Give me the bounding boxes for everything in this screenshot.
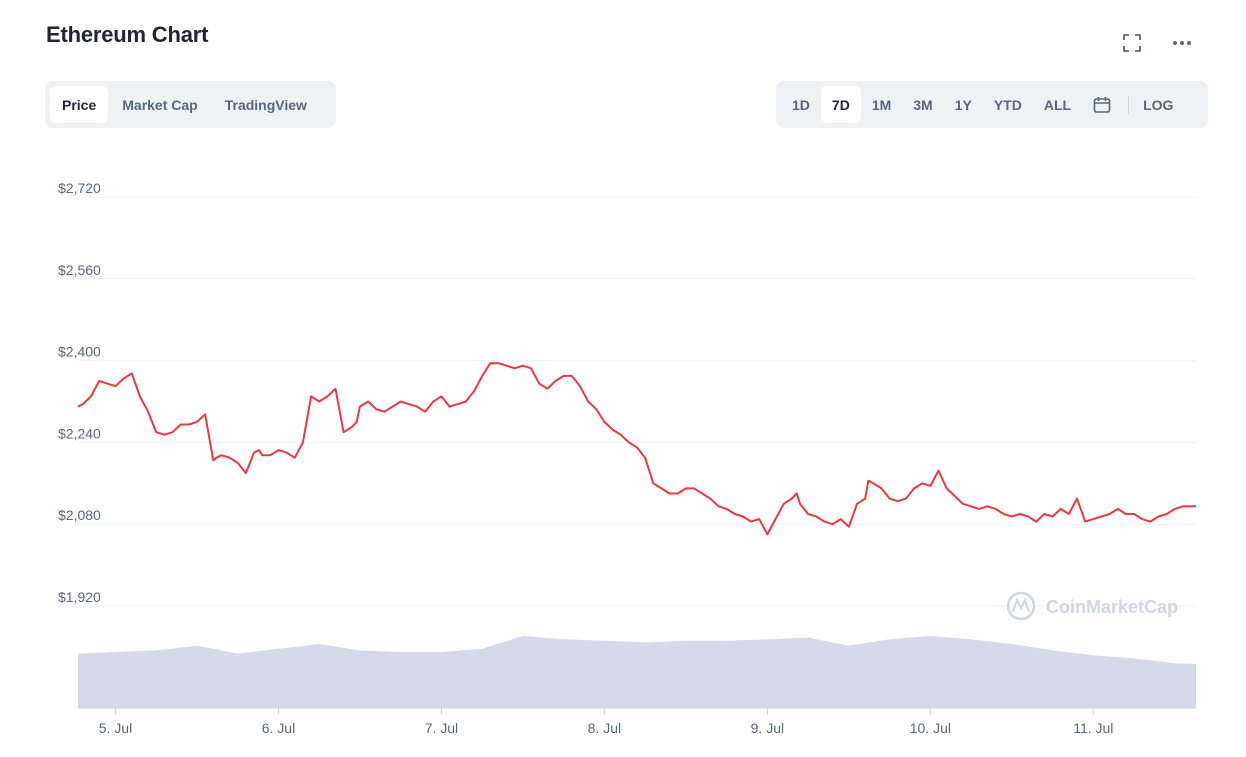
range-ytd[interactable]: YTD	[993, 96, 1022, 113]
expand-icon[interactable]	[1121, 32, 1143, 54]
expand-icon-glyph	[1123, 34, 1141, 52]
range-3m[interactable]: 3M	[913, 96, 933, 113]
x-tick-label: 11. Jul	[1073, 720, 1113, 736]
volume-area-layer	[78, 636, 1196, 708]
calendar-icon-glyph	[1093, 96, 1111, 113]
y-tick-label: $2,240	[58, 425, 101, 441]
log-toggle[interactable]: LOG	[1143, 96, 1174, 113]
page-title: Ethereum Chart	[46, 22, 209, 47]
range-7d[interactable]: 7D	[820, 86, 861, 123]
price-line-layer	[77, 362, 1196, 536]
range-1m[interactable]: 1M	[871, 96, 892, 113]
range-divider	[1128, 95, 1130, 114]
tab-tradingview[interactable]: TradingView	[224, 96, 307, 113]
y-tick-label: $1,920	[58, 589, 101, 605]
price-line	[77, 362, 1196, 536]
volume-area	[78, 636, 1196, 708]
view-tabs: Price Market Cap TradingView	[45, 81, 336, 128]
y-tick-label: $2,080	[58, 507, 101, 523]
y-tick-label: $2,400	[58, 344, 101, 360]
coinmarketcap-logo-icon	[1006, 591, 1036, 621]
tab-market-cap[interactable]: Market Cap	[122, 96, 198, 113]
x-tick-label: 6. Jul	[262, 720, 295, 736]
tab-price[interactable]: Price	[50, 86, 109, 123]
y-tick-label: $2,560	[58, 262, 101, 278]
x-tick-label: 10. Jul	[910, 720, 951, 736]
more-horizontal-icon-glyph	[1173, 41, 1191, 45]
more-horizontal-icon[interactable]	[1171, 32, 1193, 54]
range-1d[interactable]: 1D	[792, 96, 810, 113]
calendar-icon[interactable]	[1082, 86, 1122, 123]
x-tick-label: 9. Jul	[751, 720, 784, 736]
x-axis: 5. Jul 6. Jul 7. Jul 8. Jul 9. Jul 10. Jul 11.…	[78, 708, 1196, 736]
watermark: CoinMarketCap	[1006, 591, 1178, 621]
range-1y[interactable]: 1Y	[954, 96, 972, 113]
range-all[interactable]: ALL	[1043, 96, 1072, 113]
x-tick-label: 5. Jul	[99, 720, 132, 736]
chart-grid	[78, 196, 1196, 607]
range-tabs: 1D 7D 1M 3M 1Y YTD ALL LOG	[776, 81, 1208, 128]
x-tick-label: 8. Jul	[588, 720, 621, 736]
x-tick-label: 7. Jul	[425, 720, 458, 736]
y-axis-labels: $2,720 $2,560 $2,400 $2,240 $2,080 $1,920	[58, 180, 101, 605]
watermark-text: CoinMarketCap	[1046, 597, 1178, 617]
y-tick-label: $2,720	[58, 180, 101, 196]
